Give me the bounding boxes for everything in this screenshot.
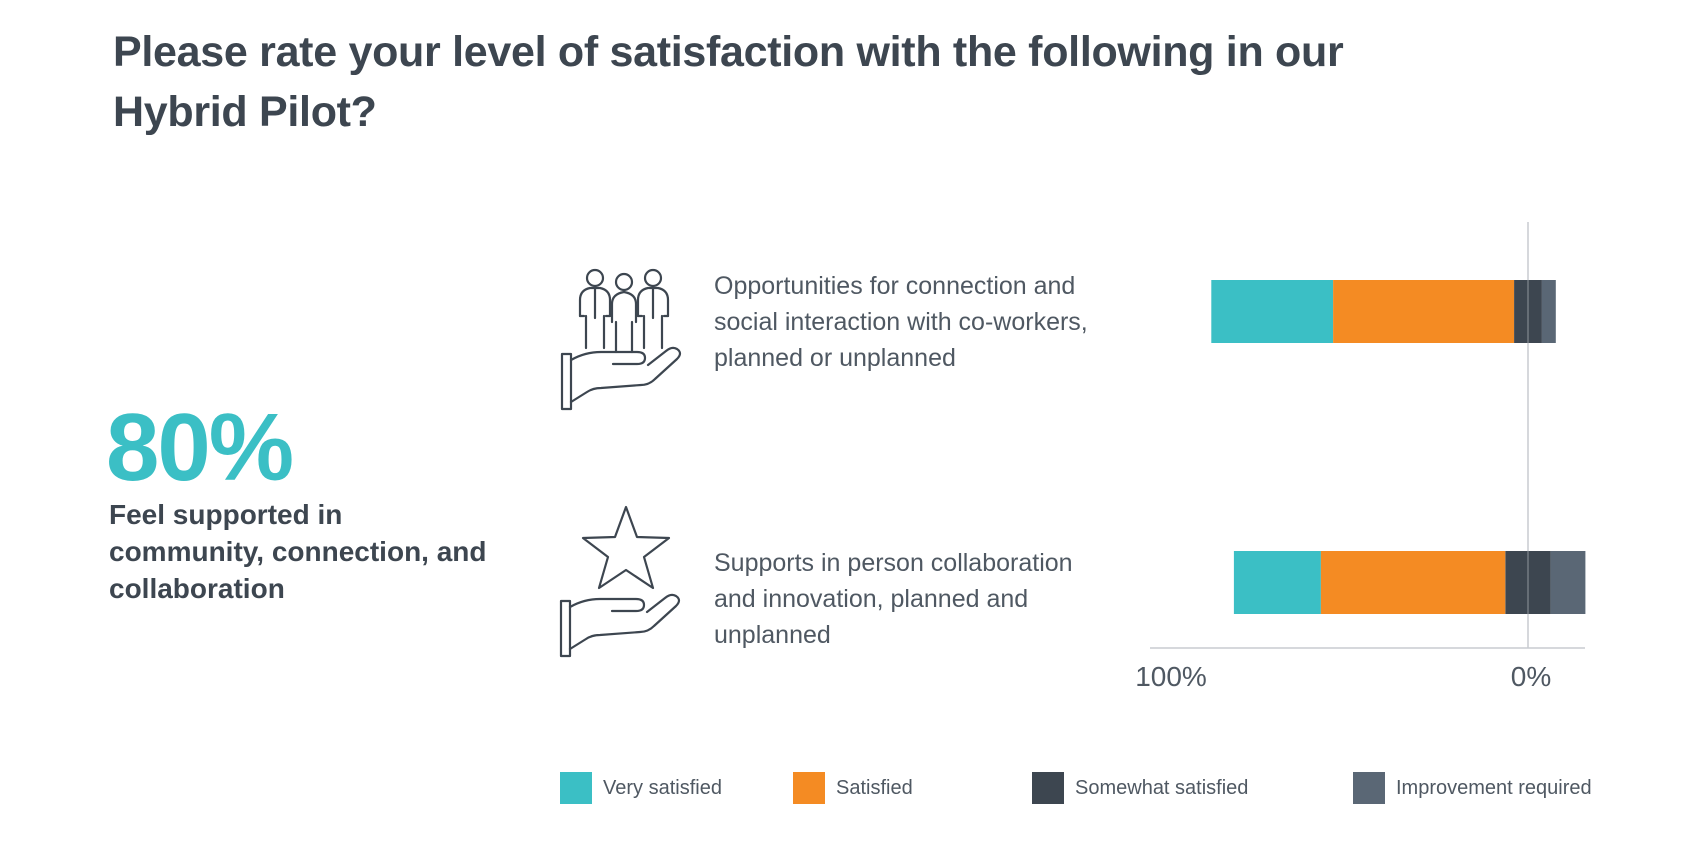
legend-swatch (1353, 772, 1385, 804)
item-label-connection: Opportunities for connection and social … (714, 272, 1088, 372)
item-label-collaboration: Supports in person collaboration and inn… (714, 549, 1073, 649)
legend-label: Satisfied (836, 776, 913, 799)
legend-label: Somewhat satisfied (1075, 776, 1249, 799)
legend-item-somewhat-satisfied: Somewhat satisfied (1032, 772, 1248, 804)
bar-somewhat-satisfied-0 (1514, 280, 1542, 343)
bar-somewhat-satisfied-1 (1505, 551, 1551, 614)
legend-item-satisfied: Satisfied (793, 772, 913, 804)
star-on-hand-icon (559, 505, 681, 658)
bar-improvement-required-1 (1550, 551, 1586, 614)
bar-satisfied-0 (1333, 280, 1515, 343)
bar-very-satisfied-1 (1233, 551, 1321, 614)
stat-caption: Feel supported in community, connection,… (109, 499, 487, 604)
legend-label: Improvement required (1396, 776, 1592, 799)
bar-very-satisfied-0 (1211, 280, 1334, 343)
page-title: Please rate your level of satisfaction w… (113, 28, 1344, 136)
legend-swatch (793, 772, 825, 804)
stat-value: 80% (106, 394, 294, 501)
legend-item-improvement-required: Improvement required (1353, 772, 1592, 804)
legend-item-very-satisfied: Very satisfied (560, 772, 722, 804)
people-on-hand-icon (560, 268, 682, 411)
bar-improvement-required-0 (1541, 280, 1556, 343)
x-tick-label: 0% (1511, 661, 1551, 692)
x-tick-label: 100% (1135, 661, 1207, 692)
legend-swatch (1032, 772, 1064, 804)
bar-satisfied-1 (1320, 551, 1506, 614)
legend-swatch (560, 772, 592, 804)
legend-label: Very satisfied (603, 776, 722, 799)
chart-legend: Very satisfied Satisfied Somewhat satisf… (0, 772, 1700, 812)
